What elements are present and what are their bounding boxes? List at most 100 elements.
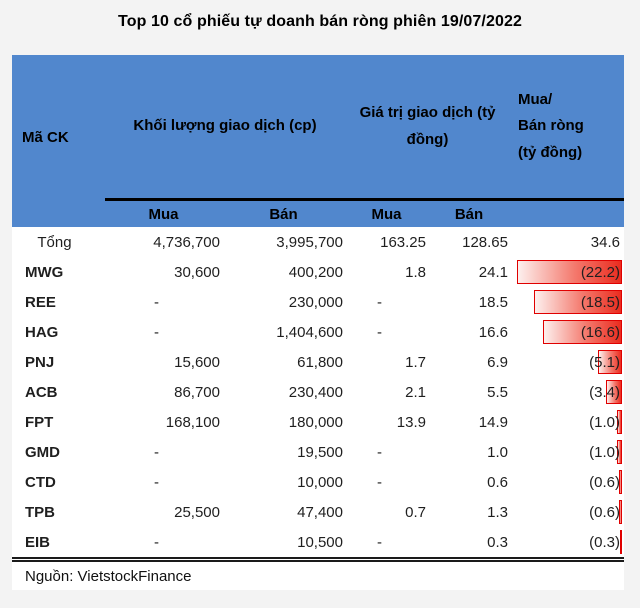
stock-code: PNJ (25, 353, 55, 371)
net-value: (1.0) (589, 413, 620, 431)
value-buy-cell: 1.7 (405, 353, 426, 371)
volume-sell-cell: 400,200 (288, 263, 343, 281)
col-header-net: Mua/ Bán ròng (tỷ đồng) (518, 91, 584, 161)
net-value: (22.2) (580, 263, 620, 281)
net-value: (0.6) (589, 503, 620, 521)
table-header-row: Mã CK Khối lượng giao dịch (cp) Giá trị … (12, 55, 624, 198)
value-buy-cell: - (377, 473, 382, 491)
source-note: Nguồn: VietstockFinance (12, 557, 624, 590)
stock-code: FPT (25, 413, 54, 431)
value-sell-cell: 18.5 (478, 293, 508, 311)
stock-code: MWG (25, 263, 64, 281)
value-sell-cell: 0.6 (487, 473, 508, 491)
stock-code: TPB (25, 503, 55, 521)
volume-buy-cell: - (154, 443, 159, 461)
volume-buy-cell: 168,100 (165, 413, 220, 431)
value-buy-cell: - (377, 443, 382, 461)
subheader-net-spacer (510, 198, 624, 227)
net-cell: (3.4) (510, 377, 624, 407)
stock-code: ACB (25, 383, 58, 401)
table-row: TPB 25,500 47,400 0.7 1.3 (0.6) (12, 497, 624, 527)
volume-buy-cell: 15,600 (174, 353, 220, 371)
page-title: Top 10 cổ phiếu tự doanh bán ròng phiên … (118, 13, 522, 30)
net-value: (18.5) (580, 293, 620, 311)
subheader-volume-sell: Bán (222, 198, 345, 227)
net-cell: (1.0) (510, 407, 624, 437)
net-negative-bar (517, 260, 622, 284)
total-net: 34.6 (510, 227, 624, 257)
net-negative-bar (617, 440, 622, 464)
subheader-value-buy: Mua (345, 198, 428, 227)
volume-buy-cell: - (154, 473, 159, 491)
total-volume-sell: 3,995,700 (276, 233, 343, 251)
subheader-spacer (12, 198, 105, 227)
volume-sell-cell: 230,400 (288, 383, 343, 401)
value-sell-cell: 6.9 (487, 353, 508, 371)
volume-sell-cell: 61,800 (297, 353, 343, 371)
value-sell-cell: 5.5 (487, 383, 508, 401)
value-sell-cell: 24.1 (478, 263, 508, 281)
stock-code: HAG (25, 323, 59, 341)
net-value: (0.6) (589, 473, 620, 491)
volume-buy-cell: 30,600 (174, 263, 220, 281)
net-negative-bar (619, 470, 622, 494)
net-cell: (22.2) (510, 257, 624, 287)
net-value: (3.4) (589, 383, 620, 401)
subheader-value-sell: Bán (428, 198, 510, 227)
volume-sell-cell: 10,000 (297, 473, 343, 491)
net-cell: (0.6) (510, 497, 624, 527)
volume-sell-cell: 230,000 (288, 293, 343, 311)
value-buy-cell: 13.9 (396, 413, 426, 431)
stock-code: GMD (25, 443, 60, 461)
net-cell: (1.0) (510, 437, 624, 467)
net-cell: (0.3) (510, 527, 624, 557)
volume-sell-cell: 10,500 (297, 533, 343, 551)
value-buy-cell: - (377, 323, 382, 341)
table-row: HAG - 1,404,600 - 16.6 (16.6) (12, 317, 624, 347)
net-cell: (18.5) (510, 287, 624, 317)
total-value-sell: 128.65 (462, 233, 508, 251)
table-row: CTD - 10,000 - 0.6 (0.6) (12, 467, 624, 497)
total-volume-buy: 4,736,700 (153, 233, 220, 251)
net-negative-bar (534, 290, 622, 314)
net-negative-bar (543, 320, 622, 344)
volume-buy-cell: - (154, 293, 159, 311)
net-negative-bar (620, 530, 622, 554)
volume-sell-cell: 1,404,600 (276, 323, 343, 341)
volume-buy-cell: 86,700 (174, 383, 220, 401)
value-sell-cell: 14.9 (478, 413, 508, 431)
total-net-value: 34.6 (590, 233, 620, 251)
table-row: ACB 86,700 230,400 2.1 5.5 (3.4) (12, 377, 624, 407)
value-buy-cell: 0.7 (405, 503, 426, 521)
volume-sell-cell: 180,000 (288, 413, 343, 431)
net-cell: (0.6) (510, 467, 624, 497)
net-negative-bar (619, 500, 622, 524)
volume-sell-cell: 47,400 (297, 503, 343, 521)
subheader-volume-buy: Mua (105, 198, 222, 227)
net-value: (16.6) (580, 323, 620, 341)
volume-buy-cell: 25,500 (174, 503, 220, 521)
volume-buy-cell: - (154, 533, 159, 551)
value-buy-cell: 1.8 (405, 263, 426, 281)
net-value: (1.0) (589, 443, 620, 461)
volume-buy-cell: - (154, 323, 159, 341)
table-row: FPT 168,100 180,000 13.9 14.9 (1.0) (12, 407, 624, 437)
table-row: REE - 230,000 - 18.5 (18.5) (12, 287, 624, 317)
volume-sell-cell: 19,500 (297, 443, 343, 461)
net-value: (0.3) (589, 533, 620, 551)
value-sell-cell: 1.3 (487, 503, 508, 521)
table-row: PNJ 15,600 61,800 1.7 6.9 (5.1) (12, 347, 624, 377)
net-value: (5.1) (589, 353, 620, 371)
value-buy-cell: - (377, 533, 382, 551)
value-sell-cell: 1.0 (487, 443, 508, 461)
col-header-volume: Khối lượng giao dịch (cp) (133, 117, 317, 135)
stock-code: EIB (25, 533, 51, 551)
table-subheader-row: Mua Bán Mua Bán (12, 198, 624, 227)
value-sell-cell: 0.3 (487, 533, 508, 551)
net-negative-bar (606, 380, 622, 404)
col-header-stock-code: Mã CK (22, 129, 69, 147)
net-cell: (5.1) (510, 347, 624, 377)
total-value-buy: 163.25 (380, 233, 426, 251)
value-buy-cell: - (377, 293, 382, 311)
